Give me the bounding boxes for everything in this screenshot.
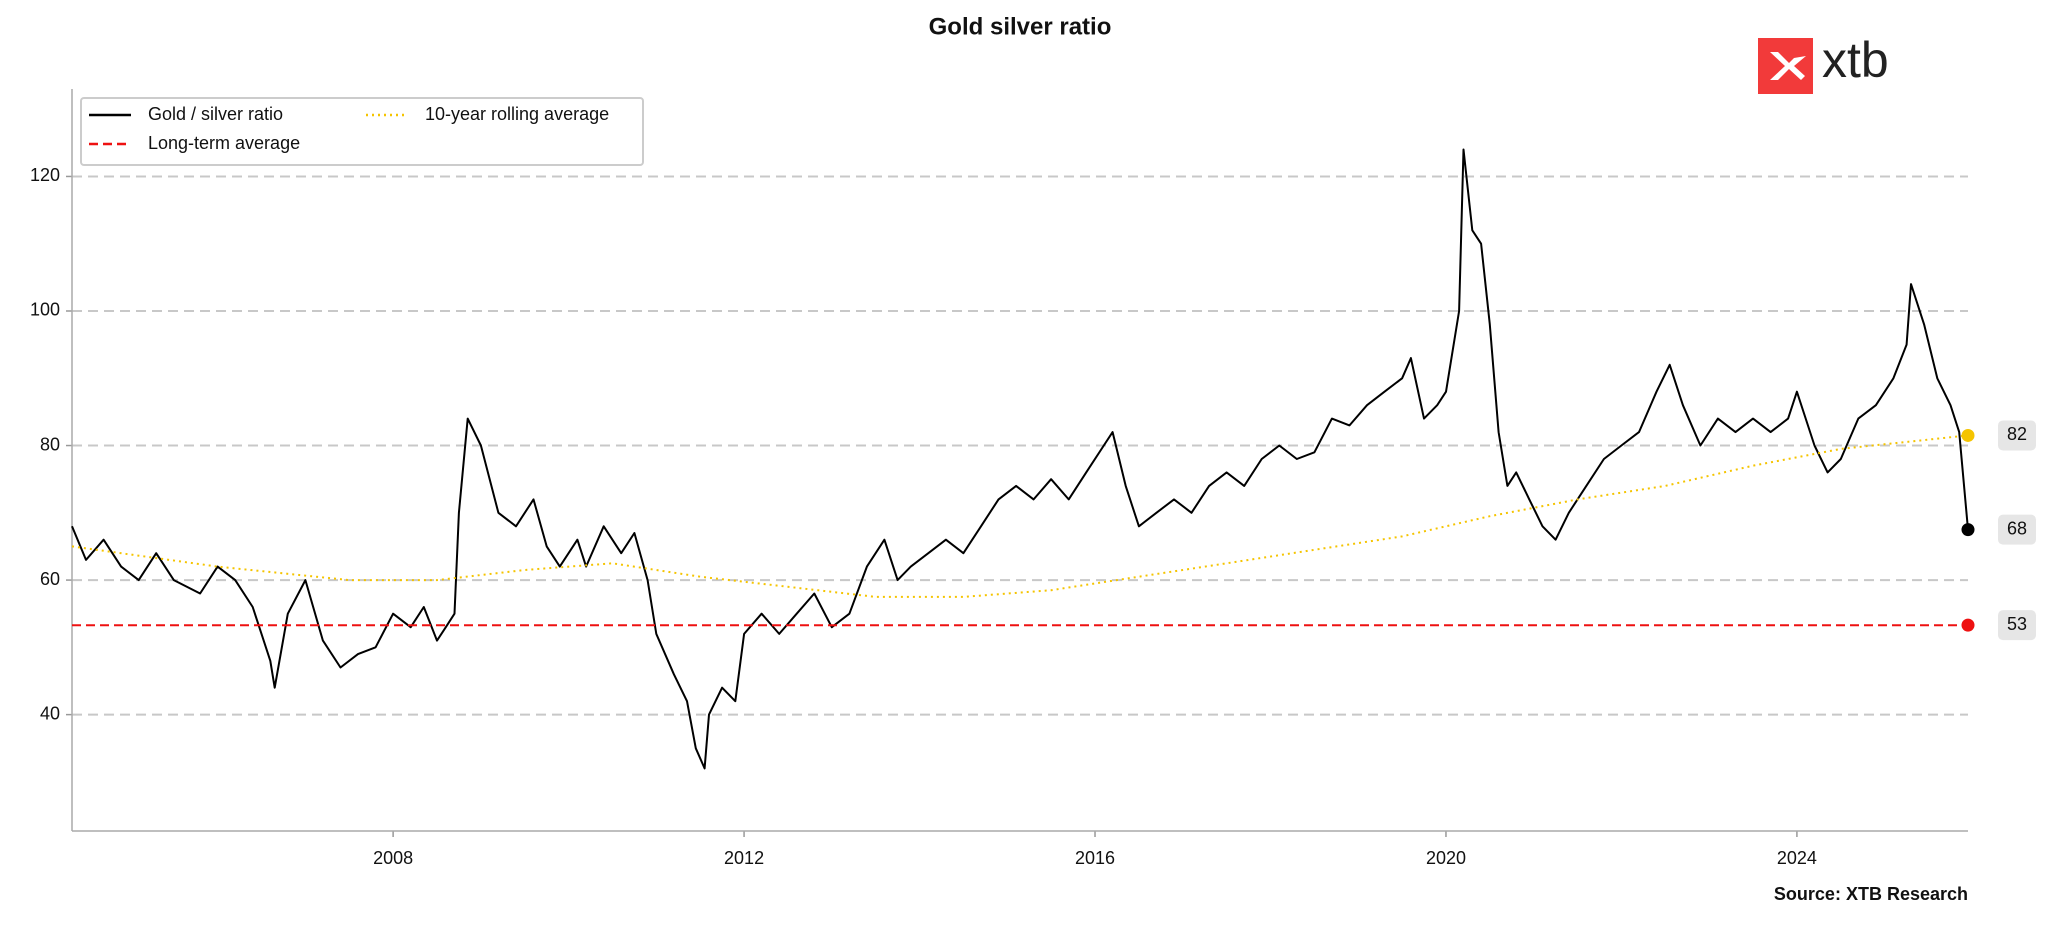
end-marker bbox=[1961, 428, 1975, 442]
y-tick-label: 80 bbox=[40, 434, 60, 454]
x-tick-label: 2024 bbox=[1777, 848, 1817, 868]
legend-label: 10-year rolling average bbox=[425, 104, 609, 124]
legend-label: Long-term average bbox=[148, 133, 300, 153]
series-line bbox=[71, 434, 1969, 598]
x-tick-label: 2020 bbox=[1426, 848, 1466, 868]
end-label-box bbox=[1998, 610, 2036, 641]
end-label: 68 bbox=[2007, 518, 2027, 538]
legend-label: Gold / silver ratio bbox=[148, 104, 283, 124]
y-tick-label: 40 bbox=[40, 703, 60, 723]
end-label: 53 bbox=[2007, 614, 2027, 634]
x-tick-label: 2016 bbox=[1075, 848, 1115, 868]
x-tick-label: 2008 bbox=[373, 848, 413, 868]
chart-title: Gold silver ratio bbox=[929, 13, 1112, 40]
logo-text: xtb bbox=[1822, 32, 1889, 88]
end-label: 82 bbox=[2007, 424, 2027, 444]
end-label-box bbox=[1998, 514, 2036, 545]
y-tick-label: 100 bbox=[30, 300, 60, 320]
source-note: Source: XTB Research bbox=[1774, 884, 1968, 904]
y-tick-label: 60 bbox=[40, 569, 60, 589]
end-label-box bbox=[1998, 420, 2036, 451]
brand-logo: xtb bbox=[1758, 32, 1889, 94]
end-marker bbox=[1961, 618, 1975, 632]
series-line bbox=[71, 148, 1969, 770]
x-tick-label: 2012 bbox=[724, 848, 764, 868]
y-tick-label: 120 bbox=[30, 165, 60, 185]
legend-frame bbox=[80, 97, 644, 166]
logo-mark bbox=[1770, 52, 1806, 80]
end-marker bbox=[1961, 523, 1975, 537]
legend: Gold / silver ratio Long-term average 10-y… bbox=[80, 97, 644, 166]
